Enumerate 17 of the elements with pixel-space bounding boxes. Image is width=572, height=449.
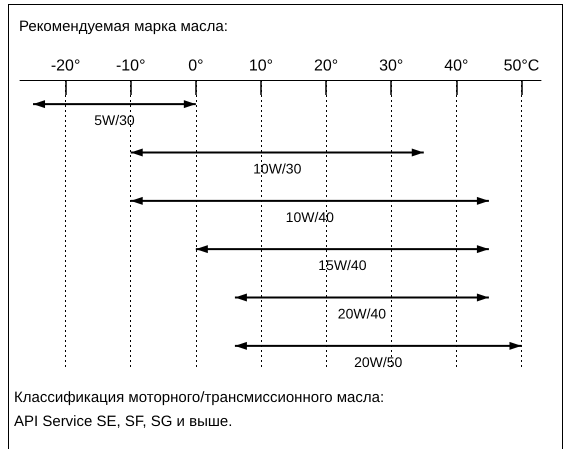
- y-tick-label: 20W/50: [354, 354, 403, 370]
- x-tick-label: 50°C: [504, 58, 540, 74]
- x-tick-label: 30°: [379, 58, 404, 74]
- x-tick-label: -10°: [116, 58, 146, 74]
- text: API Service SE, SF, SG и выше.: [14, 413, 232, 430]
- x-tick-label: 20°: [314, 58, 338, 74]
- x-tick-label: 10°: [248, 58, 274, 74]
- y-tick-label: 5W/30: [94, 112, 135, 128]
- x-tick-label: 40°: [444, 58, 468, 74]
- chart-title: Рекомендуемая марка масла:: [19, 18, 228, 35]
- x-tick-label: 0°: [188, 58, 204, 74]
- x-tick-label: -20°: [50, 58, 80, 74]
- y-tick-label: 10W/40: [286, 208, 334, 225]
- y-tick-label: 20W/40: [338, 306, 386, 322]
- y-tick-label: 10W/30: [253, 160, 302, 176]
- text: Классификация моторного/трансмиссионного масла:: [14, 389, 384, 406]
- y-tick-label: 15W/40: [318, 257, 367, 274]
